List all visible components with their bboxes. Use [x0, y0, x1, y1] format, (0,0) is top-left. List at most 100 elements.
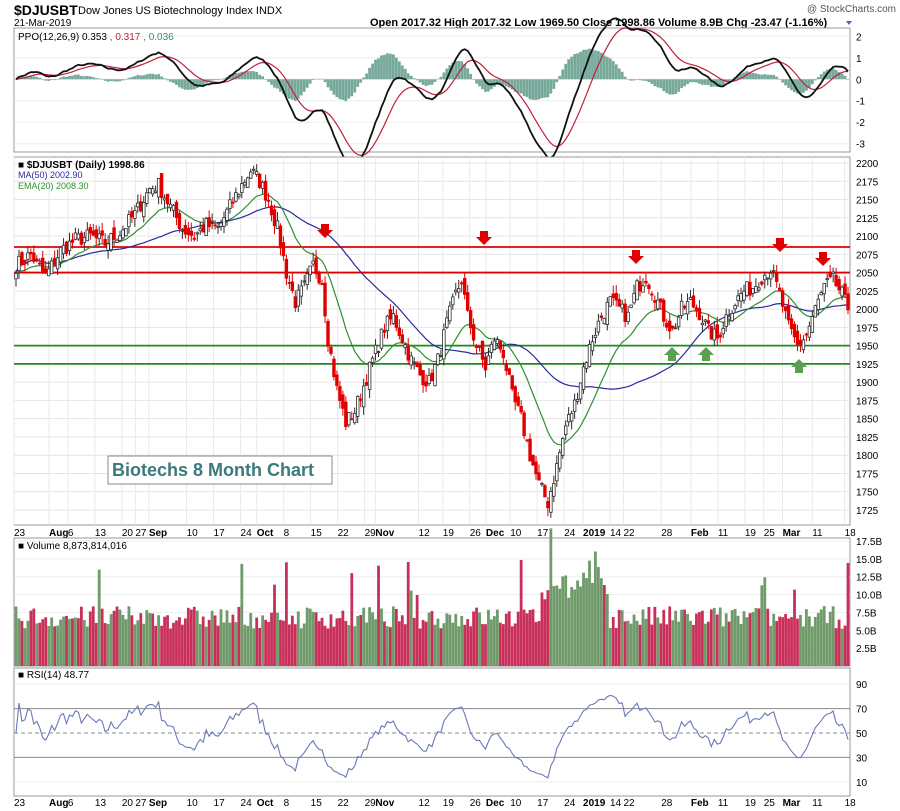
ema20-legend: EMA(20) 2008.30 [18, 181, 89, 191]
x-tick-label: 26 [470, 798, 482, 809]
candle-body [673, 327, 678, 330]
ppo-histogram-bar [736, 74, 740, 80]
ppo-histogram-bar [680, 79, 683, 89]
x-tick-label: 14 [610, 528, 622, 539]
volume-bar [350, 573, 354, 666]
ppo-histogram-bar [632, 79, 636, 81]
ppo-histogram-bar [282, 79, 285, 95]
ppo-histogram-bar [198, 79, 202, 87]
x-tick-label: 22 [623, 528, 635, 539]
candle-body [266, 199, 271, 202]
volume-tick-label: 10.0B [856, 591, 882, 602]
candle-body [564, 425, 568, 435]
support-arrow-icon [791, 359, 807, 373]
candle-body [367, 361, 372, 390]
price-tick-label: 2075 [856, 250, 879, 261]
ppo-histogram-bar [53, 79, 57, 81]
candle-body [257, 173, 262, 188]
volume-bar [736, 615, 740, 666]
candle-body [314, 257, 318, 275]
ppo-histogram-bar [65, 76, 68, 80]
candle-body [32, 252, 36, 262]
ppo-histogram-bar [813, 79, 817, 81]
ppo-histogram-bar [103, 79, 107, 81]
candle-body [575, 399, 580, 402]
ppo-histogram-bar [805, 79, 808, 91]
ppo-histogram-bar [157, 74, 161, 80]
volume-bar [840, 628, 844, 666]
volume-bar [38, 622, 42, 666]
volume-bar [754, 607, 758, 666]
ppo-histogram-bar [142, 75, 146, 80]
volume-bar [594, 551, 597, 666]
volume-bar [380, 608, 383, 666]
volume-bar [504, 613, 508, 666]
price-tick-label: 2200 [856, 159, 879, 170]
volume-bar [846, 562, 850, 666]
volume-bar [671, 620, 675, 666]
volume-bar [219, 609, 223, 666]
chevron-down-icon[interactable] [846, 21, 852, 25]
candle-body [296, 289, 300, 307]
ppo-histogram-bar [614, 64, 618, 80]
ppo-histogram-bar [692, 79, 695, 83]
candle-body [555, 463, 559, 482]
candle-body [139, 201, 143, 212]
x-tick-label: 17 [537, 528, 549, 539]
volume-bar [237, 606, 241, 666]
ppo-histogram-bar [721, 79, 725, 86]
candle-body [302, 280, 306, 283]
candle-body [156, 177, 161, 198]
candle-body [38, 262, 42, 265]
volume-bar [338, 618, 342, 666]
volume-bar [478, 612, 481, 666]
ppo-histogram-bar [371, 63, 374, 80]
ppo-histogram-bar [210, 79, 214, 81]
ppo-histogram-bar [374, 59, 377, 80]
candle-body [769, 272, 773, 280]
volume-bar [326, 628, 330, 666]
ppo-histogram-bar [273, 79, 276, 88]
ppo-histogram-bar [445, 68, 449, 80]
candle-body [189, 230, 194, 236]
candle-body [311, 260, 315, 265]
volume-bar [189, 609, 193, 666]
candle-body [219, 222, 223, 227]
candle-body [17, 255, 21, 271]
candle-body [501, 349, 506, 359]
candle-body [510, 375, 514, 390]
volume-bar [47, 626, 51, 666]
volume-bar [495, 609, 499, 666]
ppo-histogram-bar [498, 79, 502, 85]
ppo-histogram-bar [189, 79, 193, 90]
candle-body [507, 368, 511, 375]
candle-body [299, 285, 303, 297]
resistance-arrow-icon [317, 224, 333, 238]
volume-bar [564, 575, 568, 666]
x-tick-label: 19 [443, 798, 455, 809]
volume-bar [623, 621, 627, 666]
candle-body [712, 328, 716, 341]
ppo-histogram-bar [757, 74, 761, 80]
volume-bar [85, 626, 89, 666]
ppo-histogram-bar [433, 79, 437, 83]
volume-bar [781, 617, 785, 666]
candle-body [736, 295, 740, 301]
price-tick-label: 2125 [856, 214, 879, 225]
volume-bar [82, 620, 86, 666]
ppo-histogram-bar [799, 79, 802, 94]
ppo-histogram-bar [85, 75, 89, 80]
ma50-legend: MA(50) 2002.90 [18, 170, 83, 180]
volume-bar [225, 610, 229, 666]
candle-body [400, 334, 404, 344]
candle-body [260, 181, 265, 189]
volume-bar [534, 622, 538, 666]
volume-bar [136, 620, 140, 666]
x-tick-label: 28 [661, 528, 673, 539]
volume-bar [264, 619, 267, 666]
ppo-histogram-bar [727, 79, 731, 81]
volume-bar [837, 619, 841, 666]
ppo-histogram-bar [77, 74, 80, 80]
ppo-histogram-bar [460, 61, 464, 80]
volume-bar [668, 606, 672, 666]
